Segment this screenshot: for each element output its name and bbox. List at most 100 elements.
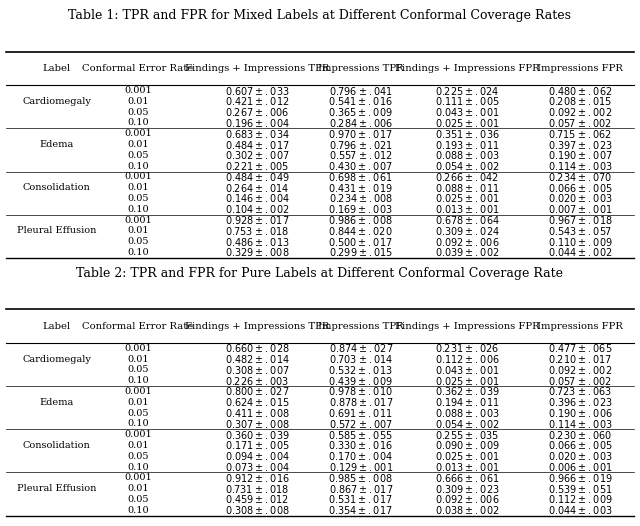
Text: $0.054 \pm .002$: $0.054 \pm .002$ <box>435 418 500 430</box>
Text: 0.001: 0.001 <box>124 473 152 482</box>
Text: Label: Label <box>42 64 70 73</box>
Text: $0.912 \pm .016$: $0.912 \pm .016$ <box>225 472 290 484</box>
Text: $0.112 \pm .006$: $0.112 \pm .006$ <box>435 353 500 365</box>
Text: Impressions TPR: Impressions TPR <box>318 64 404 73</box>
Text: Cardiomegaly: Cardiomegaly <box>22 355 91 363</box>
Text: $0.531 \pm .017$: $0.531 \pm .017$ <box>328 493 393 505</box>
Text: $0.459 \pm .012$: $0.459 \pm .012$ <box>225 493 289 505</box>
Text: $0.683 \pm .034$: $0.683 \pm .034$ <box>225 128 290 140</box>
Text: 0.001: 0.001 <box>124 216 152 225</box>
Text: Edema: Edema <box>40 398 74 407</box>
Text: $0.255 \pm .035$: $0.255 \pm .035$ <box>435 429 499 441</box>
Text: $0.266 \pm .042$: $0.266 \pm .042$ <box>435 171 499 183</box>
Text: $0.025 \pm .001$: $0.025 \pm .001$ <box>435 117 500 129</box>
Text: $0.230 \pm .060$: $0.230 \pm .060$ <box>548 429 612 441</box>
Text: $0.715 \pm .062$: $0.715 \pm .062$ <box>548 128 612 140</box>
Text: $0.874 \pm .027$: $0.874 \pm .027$ <box>328 342 393 355</box>
Text: $0.796 \pm .021$: $0.796 \pm .021$ <box>329 138 393 150</box>
Text: 0.05: 0.05 <box>127 366 149 375</box>
Text: $0.190 \pm .006$: $0.190 \pm .006$ <box>548 407 612 419</box>
Text: $0.484 \pm .017$: $0.484 \pm .017$ <box>225 138 290 150</box>
Text: $0.365 \pm .009$: $0.365 \pm .009$ <box>328 106 393 118</box>
Text: $0.094 \pm .004$: $0.094 \pm .004$ <box>225 450 290 462</box>
Text: 0.10: 0.10 <box>127 419 149 428</box>
Text: $0.073 \pm .004$: $0.073 \pm .004$ <box>225 461 290 473</box>
Text: $0.044 \pm .003$: $0.044 \pm .003$ <box>548 504 612 516</box>
Text: $0.111 \pm .005$: $0.111 \pm .005$ <box>435 95 500 107</box>
Text: $0.691 \pm .011$: $0.691 \pm .011$ <box>328 407 393 419</box>
Text: $0.624 \pm .015$: $0.624 \pm .015$ <box>225 396 290 408</box>
Text: $0.114 \pm .003$: $0.114 \pm .003$ <box>548 418 612 430</box>
Text: $0.753 \pm .018$: $0.753 \pm .018$ <box>225 225 289 237</box>
Text: $0.225 \pm .024$: $0.225 \pm .024$ <box>435 85 500 97</box>
Text: $0.532 \pm .013$: $0.532 \pm .013$ <box>328 364 393 376</box>
Text: 0.001: 0.001 <box>124 344 152 353</box>
Text: $0.309 \pm .023$: $0.309 \pm .023$ <box>435 482 500 494</box>
Text: 0.01: 0.01 <box>127 97 149 106</box>
Text: $0.264 \pm .014$: $0.264 \pm .014$ <box>225 181 289 194</box>
Text: $0.723 \pm .063$: $0.723 \pm .063$ <box>548 386 612 398</box>
Text: $0.092 \pm .006$: $0.092 \pm .006$ <box>435 236 500 248</box>
Text: $0.607 \pm .033$: $0.607 \pm .033$ <box>225 85 290 97</box>
Text: $0.226 \pm .003$: $0.226 \pm .003$ <box>225 375 289 387</box>
Text: 0.05: 0.05 <box>127 409 149 418</box>
Text: $0.867 \pm .017$: $0.867 \pm .017$ <box>328 482 393 494</box>
Text: $0.110 \pm .009$: $0.110 \pm .009$ <box>548 236 612 248</box>
Text: $0.308 \pm .008$: $0.308 \pm .008$ <box>225 504 290 516</box>
Text: $0.800 \pm .027$: $0.800 \pm .027$ <box>225 386 289 398</box>
Text: $0.013 \pm .001$: $0.013 \pm .001$ <box>435 203 500 215</box>
Text: $0.543 \pm .057$: $0.543 \pm .057$ <box>548 225 612 237</box>
Text: 0.05: 0.05 <box>127 237 149 246</box>
Text: $0.066 \pm .005$: $0.066 \pm .005$ <box>548 439 612 451</box>
Text: $0.231 \pm .026$: $0.231 \pm .026$ <box>435 342 500 355</box>
Text: Pleural Effusion: Pleural Effusion <box>17 484 96 493</box>
Text: Consolidation: Consolidation <box>22 441 90 450</box>
Text: $0.500 \pm .017$: $0.500 \pm .017$ <box>328 236 393 248</box>
Text: $0.307 \pm .008$: $0.307 \pm .008$ <box>225 418 290 430</box>
Text: $0.985 \pm .008$: $0.985 \pm .008$ <box>328 472 393 484</box>
Text: $0.477 \pm .065$: $0.477 \pm .065$ <box>548 342 612 355</box>
Text: $0.057 \pm .002$: $0.057 \pm .002$ <box>548 117 612 129</box>
Text: Pleural Effusion: Pleural Effusion <box>17 226 96 235</box>
Text: $0.006 \pm .001$: $0.006 \pm .001$ <box>548 461 612 473</box>
Text: $0.090 \pm .009$: $0.090 \pm .009$ <box>435 439 500 451</box>
Text: Impressions FPR: Impressions FPR <box>538 321 623 331</box>
Text: $0.411 \pm .008$: $0.411 \pm .008$ <box>225 407 290 419</box>
Text: 0.05: 0.05 <box>127 194 149 203</box>
Text: 0.01: 0.01 <box>127 226 149 235</box>
Text: $0.309 \pm .024$: $0.309 \pm .024$ <box>435 225 500 237</box>
Text: $0.299 \pm .015$: $0.299 \pm .015$ <box>329 247 393 258</box>
Text: Consolidation: Consolidation <box>22 183 90 192</box>
Text: $0.397 \pm .023$: $0.397 \pm .023$ <box>548 138 612 150</box>
Text: $0.302 \pm .007$: $0.302 \pm .007$ <box>225 149 290 161</box>
Text: $0.088 \pm .011$: $0.088 \pm .011$ <box>435 181 500 194</box>
Text: Cardiomegaly: Cardiomegaly <box>22 97 91 106</box>
Text: $0.234 \pm .008$: $0.234 \pm .008$ <box>328 193 393 205</box>
Text: $0.928 \pm .017$: $0.928 \pm .017$ <box>225 214 289 226</box>
Text: 0.001: 0.001 <box>124 86 152 95</box>
Text: $0.210 \pm .017$: $0.210 \pm .017$ <box>548 353 612 365</box>
Text: $0.966 \pm .019$: $0.966 \pm .019$ <box>548 472 612 484</box>
Text: $0.112 \pm .009$: $0.112 \pm .009$ <box>548 493 612 505</box>
Text: $0.351 \pm .036$: $0.351 \pm .036$ <box>435 128 500 140</box>
Text: $0.129 \pm .001$: $0.129 \pm .001$ <box>328 461 393 473</box>
Text: $0.557 \pm .012$: $0.557 \pm .012$ <box>329 149 393 161</box>
Text: Table 1: TPR and FPR for Mixed Labels at Different Conformal Coverage Rates: Table 1: TPR and FPR for Mixed Labels at… <box>68 9 572 22</box>
Text: 0.05: 0.05 <box>127 452 149 461</box>
Text: $0.171 \pm .005$: $0.171 \pm .005$ <box>225 439 290 451</box>
Text: $0.066 \pm .005$: $0.066 \pm .005$ <box>548 181 612 194</box>
Text: $0.360 \pm .039$: $0.360 \pm .039$ <box>225 429 290 441</box>
Text: $0.354 \pm .017$: $0.354 \pm .017$ <box>328 504 393 516</box>
Text: 0.01: 0.01 <box>127 441 149 450</box>
Text: $0.193 \pm .011$: $0.193 \pm .011$ <box>435 138 500 150</box>
Text: $0.330 \pm .016$: $0.330 \pm .016$ <box>328 439 393 451</box>
Text: Findings + Impressions FPR: Findings + Impressions FPR <box>395 64 540 73</box>
Text: Conformal Error Rate: Conformal Error Rate <box>83 64 194 73</box>
Text: $0.572 \pm .007$: $0.572 \pm .007$ <box>329 418 393 430</box>
Text: 0.01: 0.01 <box>127 398 149 407</box>
Text: $0.020 \pm .003$: $0.020 \pm .003$ <box>548 193 612 205</box>
Text: $0.104 \pm .002$: $0.104 \pm .002$ <box>225 203 289 215</box>
Text: $0.234 \pm .070$: $0.234 \pm .070$ <box>548 171 612 183</box>
Text: $0.043 \pm .001$: $0.043 \pm .001$ <box>435 106 500 118</box>
Text: 0.001: 0.001 <box>124 387 152 396</box>
